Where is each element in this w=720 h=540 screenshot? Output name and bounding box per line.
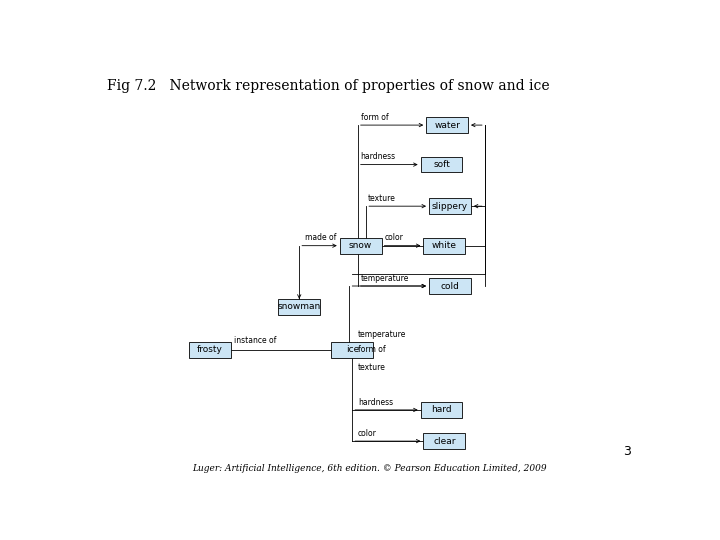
Text: texture: texture <box>367 194 395 203</box>
Text: ice: ice <box>346 345 359 354</box>
Text: slippery: slippery <box>432 201 468 211</box>
Text: hardness: hardness <box>358 397 393 407</box>
Text: water: water <box>434 120 460 130</box>
FancyBboxPatch shape <box>429 278 471 294</box>
Text: made of: made of <box>305 233 336 242</box>
Text: texture: texture <box>358 363 386 373</box>
FancyBboxPatch shape <box>426 117 468 133</box>
FancyBboxPatch shape <box>279 299 320 315</box>
Text: temperature: temperature <box>358 330 406 339</box>
Text: color: color <box>384 233 403 242</box>
Text: Fig 7.2   Network representation of properties of snow and ice: Fig 7.2 Network representation of proper… <box>107 79 549 93</box>
FancyBboxPatch shape <box>429 198 471 214</box>
Text: form of: form of <box>361 113 388 122</box>
Text: 3: 3 <box>624 445 631 458</box>
Text: hardness: hardness <box>361 152 396 161</box>
FancyBboxPatch shape <box>189 342 231 357</box>
Text: snowman: snowman <box>278 302 321 311</box>
Text: temperature: temperature <box>361 274 409 282</box>
Text: color: color <box>358 429 377 438</box>
Text: Luger: Artificial Intelligence, 6th edition. © Pearson Education Limited, 2009: Luger: Artificial Intelligence, 6th edit… <box>192 464 546 473</box>
Text: white: white <box>432 241 456 250</box>
FancyBboxPatch shape <box>331 342 373 357</box>
FancyBboxPatch shape <box>423 433 465 449</box>
FancyBboxPatch shape <box>340 238 382 254</box>
FancyBboxPatch shape <box>423 238 465 254</box>
Text: form of: form of <box>358 345 385 354</box>
FancyBboxPatch shape <box>420 157 462 172</box>
Text: frosty: frosty <box>197 345 223 354</box>
Text: soft: soft <box>433 160 450 169</box>
Text: instance of: instance of <box>234 336 276 346</box>
Text: hard: hard <box>431 406 452 414</box>
FancyBboxPatch shape <box>420 402 462 418</box>
Text: cold: cold <box>441 281 459 291</box>
Text: snow: snow <box>349 241 372 250</box>
Text: clear: clear <box>433 437 456 445</box>
